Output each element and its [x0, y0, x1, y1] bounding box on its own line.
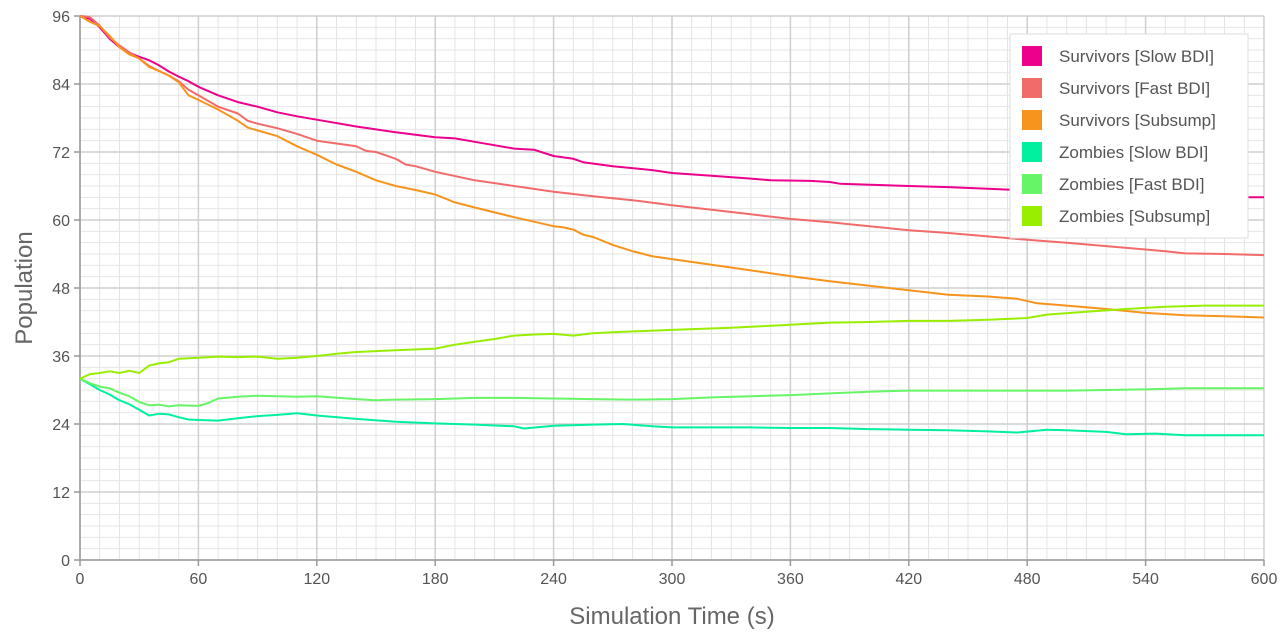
- y-tick-label: 12: [52, 485, 70, 502]
- x-tick-label: 240: [540, 571, 567, 588]
- legend-swatch: [1022, 110, 1042, 130]
- y-tick-label: 36: [52, 349, 70, 366]
- y-tick-label: 48: [52, 281, 70, 298]
- x-tick-label: 120: [303, 571, 330, 588]
- series-line: [79, 377, 1264, 437]
- y-tick-label: 84: [52, 77, 70, 94]
- tick-labels: 0 60 120 180 240 300 360 420 480 540 600 0 12 24 36 48 6…: [52, 9, 1277, 588]
- x-tick-label: 180: [422, 571, 449, 588]
- legend-swatch: [1022, 174, 1042, 194]
- x-tick-label: 420: [895, 571, 922, 588]
- legend-label: Survivors [Fast BDI]: [1059, 79, 1210, 98]
- y-tick-label: 72: [52, 145, 70, 162]
- grid-major: [79, 15, 1265, 561]
- axes: [74, 15, 1265, 566]
- series-line: [79, 304, 1264, 380]
- legend-swatch: [1022, 46, 1042, 66]
- legend-label: Zombies [Slow BDI]: [1059, 143, 1208, 162]
- legend-swatch: [1022, 78, 1042, 98]
- y-tick-label: 24: [52, 417, 70, 434]
- legend-box: [1009, 33, 1249, 239]
- x-tick-label: 300: [659, 571, 686, 588]
- x-axis-title: Simulation Time (s): [569, 603, 774, 630]
- legend-label: Zombies [Fast BDI]: [1059, 175, 1204, 194]
- y-tick-label: 60: [52, 213, 70, 230]
- x-tick-label: 540: [1132, 571, 1159, 588]
- x-tick-label: 60: [190, 571, 208, 588]
- series-layer: [79, 15, 1265, 437]
- x-tick-label: 480: [1014, 571, 1041, 588]
- legend-label: Survivors [Slow BDI]: [1059, 47, 1214, 66]
- y-axis-title: Population: [11, 231, 38, 344]
- x-tick-label: 600: [1251, 571, 1278, 588]
- legend-swatch: [1022, 142, 1042, 162]
- x-tick-label: 360: [777, 571, 804, 588]
- series-line: [79, 377, 1264, 408]
- x-tick-label: 0: [76, 571, 85, 588]
- y-tick-label: 0: [61, 553, 70, 570]
- legend: Survivors [Slow BDI] Survivors [Fast BDI]…: [1009, 33, 1249, 239]
- legend-label: Zombies [Subsump]: [1059, 207, 1210, 226]
- series-line: [79, 15, 1264, 199]
- series-line: [79, 15, 1265, 319]
- legend-swatch: [1022, 206, 1042, 226]
- legend-label: Survivors [Subsump]: [1059, 111, 1216, 130]
- y-tick-label: 96: [52, 9, 70, 26]
